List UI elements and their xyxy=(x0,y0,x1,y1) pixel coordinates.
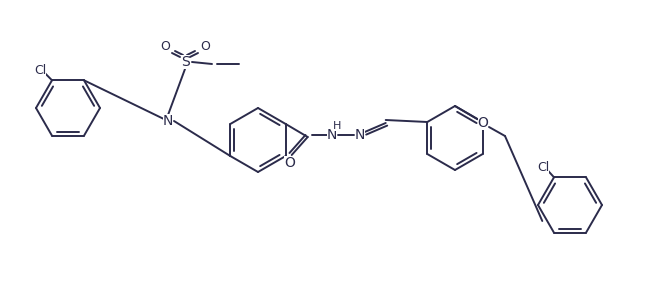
Text: Cl: Cl xyxy=(537,161,549,174)
Text: O: O xyxy=(477,116,489,130)
Text: O: O xyxy=(200,39,210,52)
Text: N: N xyxy=(163,114,173,128)
Text: O: O xyxy=(284,156,295,170)
Text: Cl: Cl xyxy=(34,64,46,77)
Text: O: O xyxy=(160,39,170,52)
Text: N: N xyxy=(355,128,365,142)
Text: H: H xyxy=(333,121,341,131)
Text: N: N xyxy=(326,128,337,142)
Text: S: S xyxy=(180,55,190,69)
